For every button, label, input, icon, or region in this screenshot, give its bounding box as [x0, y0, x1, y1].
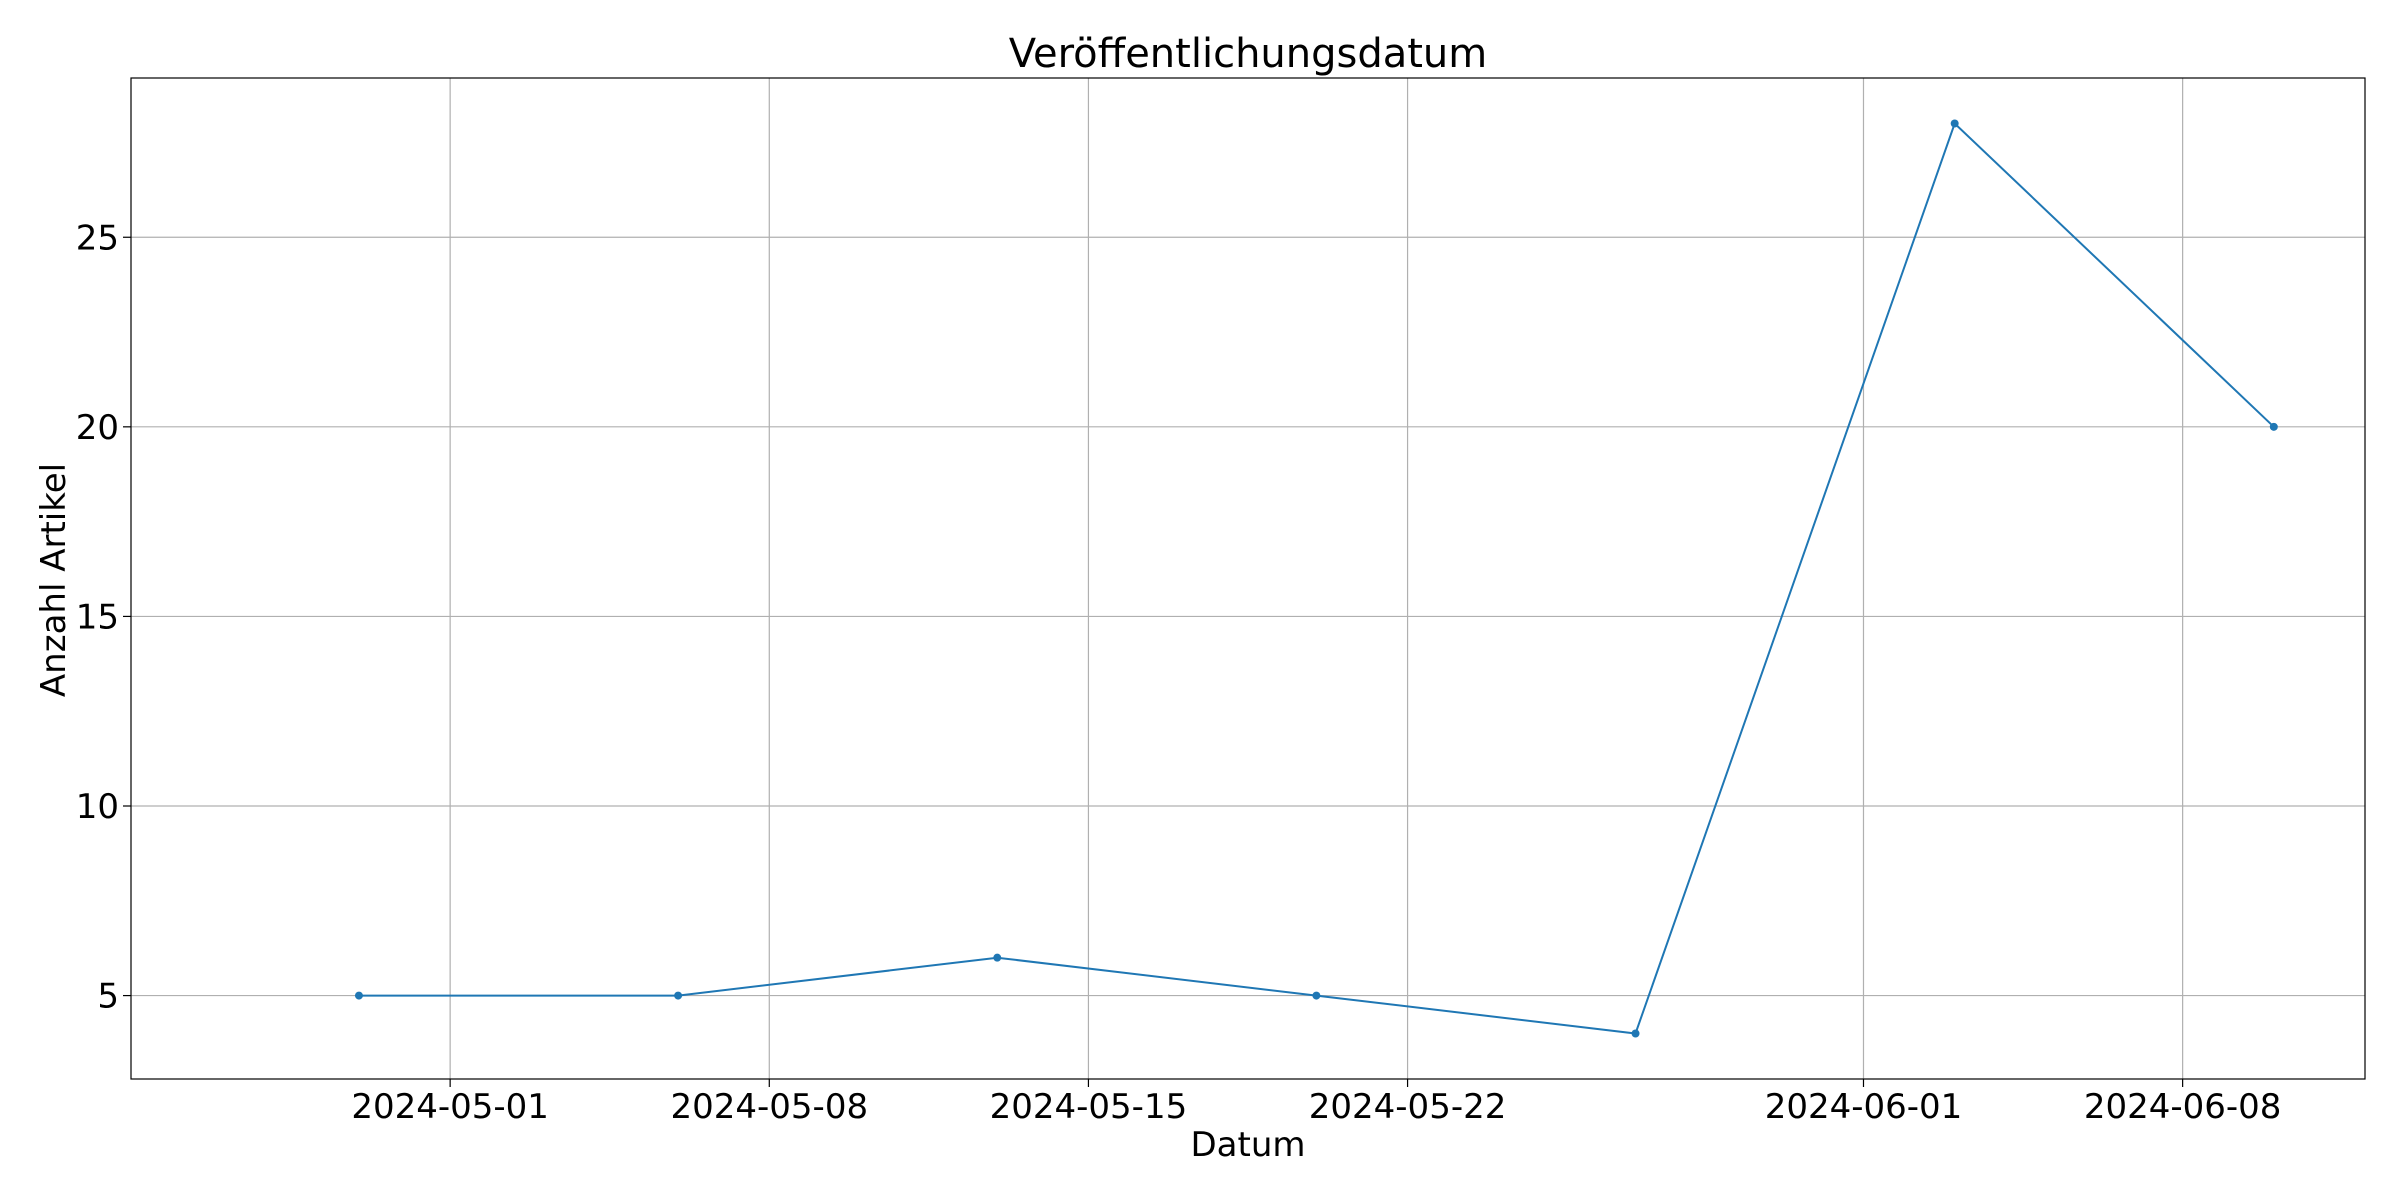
x-tick-label: 2024-05-08: [670, 1087, 868, 1127]
chart-title: Veröffentlichungsdatum: [1009, 31, 1488, 77]
data-point: [1631, 1029, 1640, 1038]
y-tick-label: 10: [76, 787, 119, 827]
series-layer: [354, 119, 2278, 1038]
x-tick-label: 2024-06-01: [1765, 1087, 1963, 1127]
data-point: [674, 991, 683, 1000]
data-point: [354, 991, 363, 1000]
data-point: [993, 953, 1002, 962]
x-tick-label: 2024-05-22: [1309, 1087, 1507, 1127]
x-tick-label: 2024-06-08: [2084, 1087, 2282, 1127]
plot-frame: [130, 77, 2366, 1080]
data-point: [1312, 991, 1321, 1000]
ticks: 2024-05-01 2024-05-08 2024-05-15 2024-05-22…: [76, 218, 2282, 1127]
y-tick-label: 15: [76, 597, 119, 637]
x-tick-label: 2024-05-01: [351, 1087, 549, 1127]
x-tick-label: 2024-05-15: [990, 1087, 1188, 1127]
data-point: [1950, 119, 1959, 128]
y-tick-label: 25: [76, 218, 119, 258]
y-tick-label: 5: [97, 977, 119, 1017]
y-axis-label: Anzahl Artikel: [34, 463, 74, 697]
y-tick-label: 20: [76, 408, 119, 448]
data-point: [2269, 422, 2278, 431]
x-axis-label: Datum: [1190, 1125, 1305, 1165]
